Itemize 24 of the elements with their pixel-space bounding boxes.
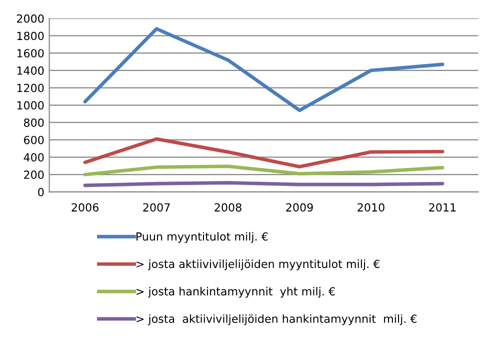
y-tick-label: 600 bbox=[24, 136, 44, 144]
line-series bbox=[83, 137, 444, 168]
y-tick-label: 400 bbox=[24, 153, 44, 162]
x-tick-label: 2011 bbox=[429, 203, 456, 212]
y-tick-label: 0 bbox=[38, 188, 44, 196]
x-tick-label: 2009 bbox=[286, 203, 313, 212]
y-tick-label: 2000 bbox=[16, 14, 44, 23]
legend-label: > josta aktiiviviljelijöiden hankintamyynnit milj. € bbox=[136, 314, 417, 326]
y-tick-label: 1200 bbox=[17, 84, 44, 92]
y-tick-label: 800 bbox=[24, 118, 44, 127]
legend-label: Puun myyntitulot milj. € bbox=[136, 232, 268, 243]
y-tick-label: 1600 bbox=[17, 49, 44, 58]
x-tick-label: 2010 bbox=[358, 203, 384, 212]
legend-label: > josta hankintamyynnit yht milj. € bbox=[136, 286, 335, 298]
x-tick-label: 2007 bbox=[143, 203, 170, 212]
x-tick-label: 2006 bbox=[72, 203, 98, 212]
line-series bbox=[83, 164, 444, 176]
legend-label: > josta aktiiviviljelijöiden myyntitulot milj. € bbox=[136, 260, 380, 270]
x-tick-label: 2008 bbox=[214, 203, 242, 212]
y-tick-label: 1800 bbox=[17, 32, 44, 40]
y-tick-label: 1000 bbox=[17, 101, 44, 110]
y-tick-label: 200 bbox=[24, 170, 44, 179]
y-tick-label: 1400 bbox=[17, 66, 44, 75]
line-series bbox=[83, 27, 444, 112]
